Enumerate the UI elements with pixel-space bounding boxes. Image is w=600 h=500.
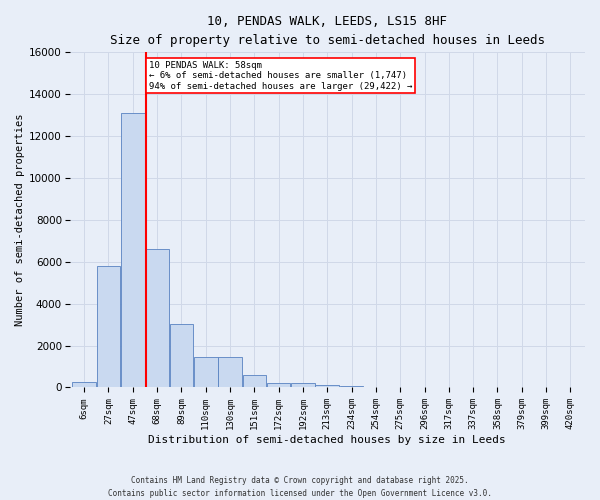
- Bar: [218, 357, 242, 388]
- Bar: [170, 324, 193, 388]
- Bar: [121, 113, 145, 388]
- Bar: [340, 386, 364, 388]
- Bar: [291, 384, 315, 388]
- Title: 10, PENDAS WALK, LEEDS, LS15 8HF
Size of property relative to semi-detached hous: 10, PENDAS WALK, LEEDS, LS15 8HF Size of…: [110, 15, 545, 47]
- Bar: [267, 382, 290, 388]
- Bar: [73, 382, 96, 388]
- Bar: [145, 249, 169, 388]
- Bar: [316, 386, 339, 388]
- Text: Contains HM Land Registry data © Crown copyright and database right 2025.
Contai: Contains HM Land Registry data © Crown c…: [108, 476, 492, 498]
- Bar: [194, 357, 218, 388]
- Bar: [97, 266, 120, 388]
- X-axis label: Distribution of semi-detached houses by size in Leeds: Distribution of semi-detached houses by …: [148, 435, 506, 445]
- Text: 10 PENDAS WALK: 58sqm
← 6% of semi-detached houses are smaller (1,747)
94% of se: 10 PENDAS WALK: 58sqm ← 6% of semi-detac…: [149, 60, 413, 90]
- Y-axis label: Number of semi-detached properties: Number of semi-detached properties: [15, 114, 25, 326]
- Bar: [242, 375, 266, 388]
- Bar: [364, 387, 388, 388]
